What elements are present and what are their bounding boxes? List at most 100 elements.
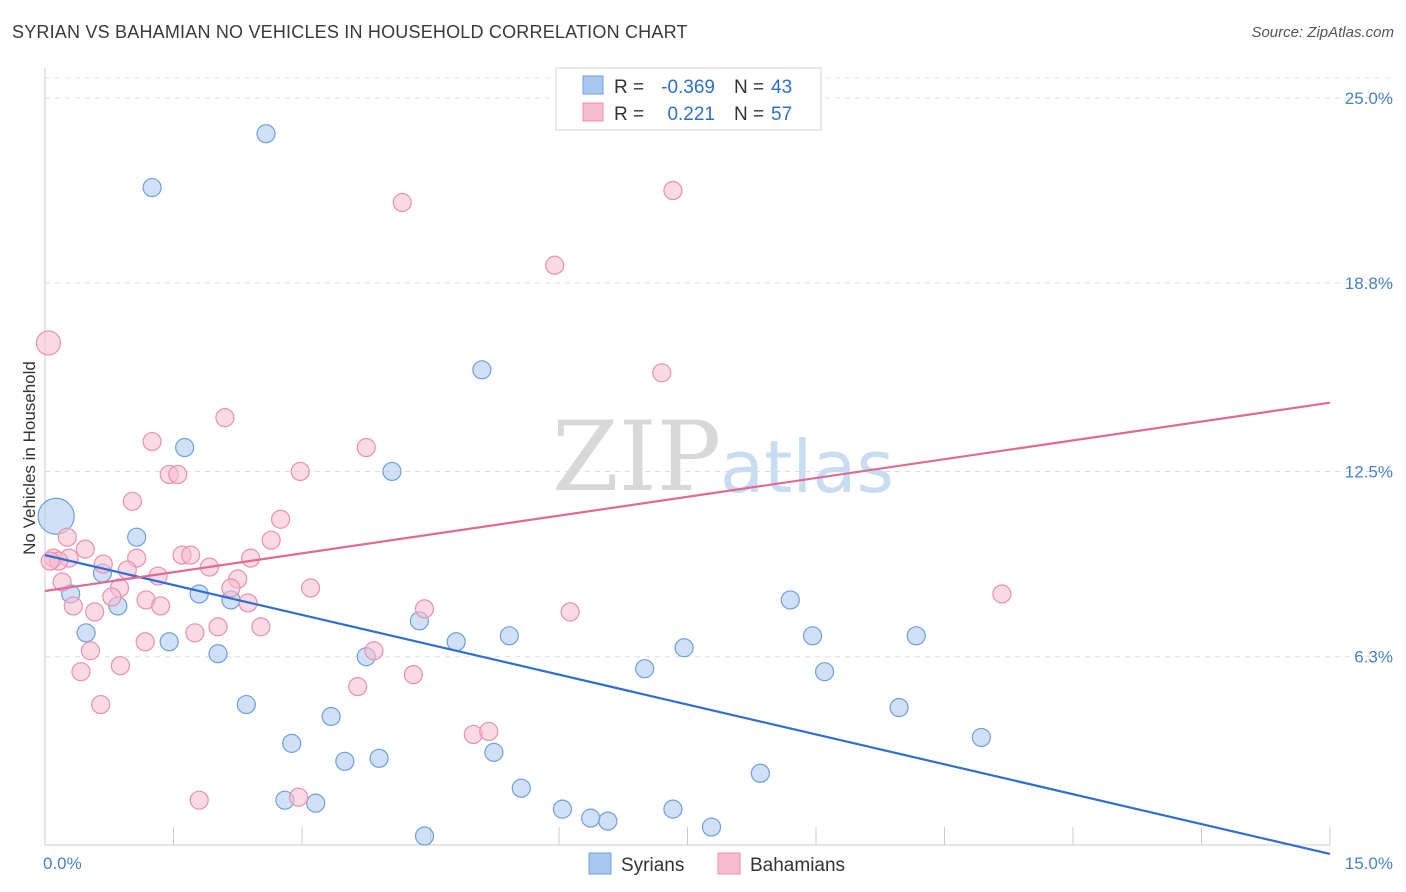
point-syrians	[802, 626, 823, 646]
point-syrians	[598, 811, 618, 831]
point-syrians	[382, 461, 402, 482]
legend-n-value-syrians: 43	[771, 77, 792, 98]
point-syrians	[335, 751, 355, 771]
point-syrians	[446, 632, 466, 652]
x-tick-label-min: 0.0%	[43, 854, 82, 873]
bottom-legend: Syrians Bahamians	[588, 852, 845, 876]
point-syrians	[484, 742, 504, 762]
point-syrians	[499, 626, 519, 646]
legend-r-label-syrians: R =	[614, 77, 644, 98]
y-tick-labels: 6.3% 12.5% 18.8% 25.0%	[1345, 89, 1393, 667]
point-bahamians	[110, 656, 130, 676]
point-bahamians	[356, 437, 376, 458]
point-bahamians	[91, 694, 111, 715]
legend-r-label-bahamians: R =	[614, 104, 644, 125]
point-bahamians	[151, 596, 171, 616]
point-syrians	[581, 808, 601, 828]
point-syrians	[663, 799, 683, 819]
point-bahamians	[300, 578, 321, 598]
watermark: ZIP atlas	[552, 401, 894, 513]
x-ticks	[44, 827, 1331, 845]
point-syrians	[256, 124, 276, 144]
point-bahamians	[189, 790, 209, 810]
point-syrians	[76, 623, 96, 643]
point-bahamians	[403, 665, 423, 685]
y-tick-label: 12.5%	[1345, 462, 1393, 481]
point-bahamians	[414, 599, 435, 619]
point-bahamians	[168, 464, 188, 485]
point-bahamians	[85, 602, 105, 622]
bottom-legend-swatch-bahamians	[717, 852, 741, 875]
point-bahamians	[364, 641, 384, 661]
point-bahamians	[251, 617, 271, 637]
point-bahamians	[80, 641, 101, 661]
y-axis-label: No Vehicles in Household	[20, 361, 39, 555]
legend-n-value-bahamians: 57	[771, 104, 792, 125]
point-bahamians	[35, 330, 62, 356]
point-syrians	[971, 727, 991, 748]
point-bahamians	[992, 584, 1012, 604]
point-syrians	[511, 778, 531, 798]
y-tick-label: 6.3%	[1354, 648, 1393, 667]
point-syrians	[701, 817, 722, 837]
point-syrians	[369, 748, 389, 768]
legend-r-value-bahamians: 0.221	[667, 104, 715, 125]
point-syrians	[321, 706, 341, 727]
point-syrians	[674, 638, 694, 658]
point-bahamians	[270, 509, 291, 529]
point-bahamians	[135, 632, 155, 652]
point-bahamians	[348, 677, 368, 697]
point-bahamians	[288, 787, 309, 807]
x-tick-label-max: 15.0%	[1345, 854, 1393, 873]
grid-lines	[45, 77, 1393, 658]
point-bahamians	[185, 623, 205, 643]
watermark-zip: ZIP	[552, 401, 721, 513]
legend-swatch-syrians	[582, 75, 604, 95]
point-syrians	[635, 659, 655, 679]
point-syrians	[189, 584, 209, 604]
point-bahamians	[40, 551, 60, 571]
point-bahamians	[63, 596, 83, 616]
point-bahamians	[75, 539, 95, 559]
legend-n-label-syrians: N =	[734, 77, 764, 98]
point-bahamians	[122, 491, 142, 511]
watermark-atlas: atlas	[720, 425, 894, 509]
point-bahamians	[221, 578, 241, 598]
point-syrians	[472, 360, 492, 380]
chart-title: SYRIAN VS BAHAMIAN NO VEHICLES IN HOUSEH…	[12, 22, 688, 42]
point-syrians	[750, 763, 770, 783]
point-bahamians	[545, 255, 565, 275]
point-syrians	[236, 694, 256, 715]
point-bahamians	[663, 180, 683, 201]
y-tick-label: 18.8%	[1345, 274, 1393, 293]
point-bahamians	[479, 721, 499, 742]
point-bahamians	[215, 408, 235, 428]
point-bahamians	[208, 617, 228, 637]
point-syrians	[282, 733, 302, 753]
legend-n-label-bahamians: N =	[734, 104, 764, 125]
point-bahamians	[57, 527, 77, 547]
point-syrians	[814, 662, 835, 682]
bottom-legend-swatch-syrians	[588, 852, 612, 875]
point-syrians	[906, 626, 926, 646]
point-bahamians	[52, 572, 72, 592]
point-bahamians	[290, 461, 310, 482]
point-syrians	[37, 497, 75, 535]
point-syrians	[208, 644, 228, 664]
point-syrians	[127, 527, 147, 547]
point-bahamians	[142, 431, 162, 452]
point-syrians	[142, 177, 162, 198]
point-bahamians	[71, 662, 91, 682]
point-bahamians	[261, 530, 281, 550]
point-bahamians	[241, 548, 261, 568]
point-syrians	[889, 697, 909, 718]
chart-source: Source: ZipAtlas.com	[1251, 24, 1394, 41]
point-syrians	[552, 799, 573, 819]
top-legend: R = -0.369 N = 43 R = 0.221 N = 57	[555, 67, 822, 131]
bottom-legend-label-bahamians: Bahamians	[750, 855, 845, 876]
point-bahamians	[560, 602, 580, 622]
point-syrians	[175, 437, 195, 458]
trend-line-bahamians	[44, 401, 1331, 593]
bottom-legend-label-syrians: Syrians	[621, 855, 684, 876]
